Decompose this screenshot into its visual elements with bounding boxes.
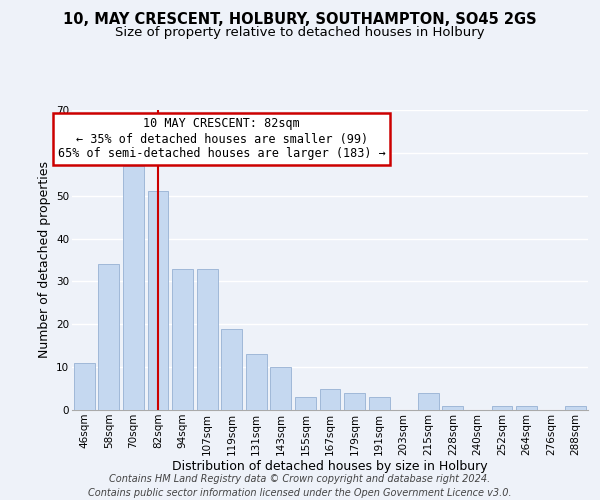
Bar	[74, 363, 95, 410]
Bar	[123, 166, 144, 410]
Bar	[98, 264, 119, 410]
Text: Size of property relative to detached houses in Holbury: Size of property relative to detached ho…	[115, 26, 485, 39]
Bar	[271, 367, 292, 410]
Text: Contains HM Land Registry data © Crown copyright and database right 2024.
Contai: Contains HM Land Registry data © Crown c…	[88, 474, 512, 498]
Bar	[197, 268, 218, 410]
Bar	[246, 354, 267, 410]
Bar	[491, 406, 512, 410]
Bar	[172, 268, 193, 410]
Y-axis label: Number of detached properties: Number of detached properties	[38, 162, 50, 358]
Bar	[516, 406, 537, 410]
Bar	[221, 328, 242, 410]
Bar	[565, 406, 586, 410]
Bar	[368, 397, 389, 410]
Text: 10, MAY CRESCENT, HOLBURY, SOUTHAMPTON, SO45 2GS: 10, MAY CRESCENT, HOLBURY, SOUTHAMPTON, …	[63, 12, 537, 28]
Bar	[442, 406, 463, 410]
Bar	[148, 192, 169, 410]
Bar	[295, 397, 316, 410]
X-axis label: Distribution of detached houses by size in Holbury: Distribution of detached houses by size …	[172, 460, 488, 473]
Bar	[344, 393, 365, 410]
Bar	[418, 393, 439, 410]
Text: 10 MAY CRESCENT: 82sqm
← 35% of detached houses are smaller (99)
65% of semi-det: 10 MAY CRESCENT: 82sqm ← 35% of detached…	[58, 118, 386, 160]
Bar	[320, 388, 340, 410]
